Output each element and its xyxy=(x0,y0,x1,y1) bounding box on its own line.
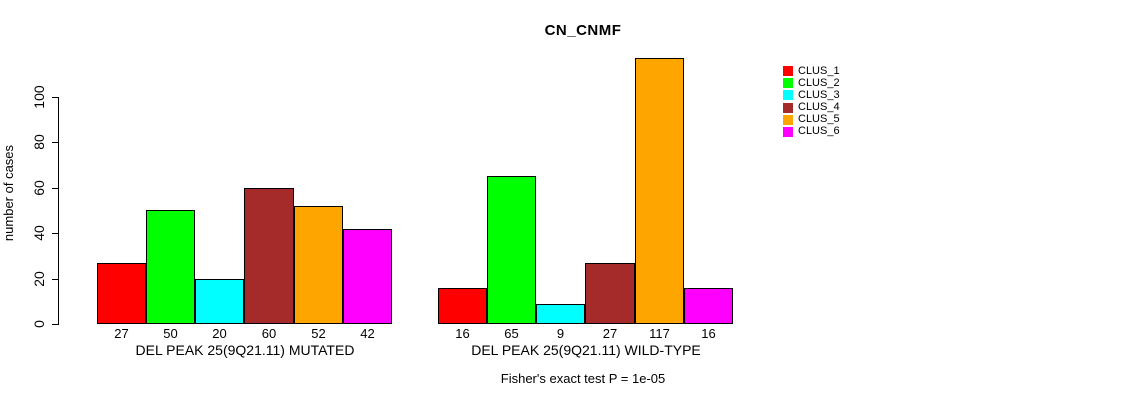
legend-swatch xyxy=(783,114,793,125)
bar-clus_5 xyxy=(635,58,684,324)
bar-clus_6 xyxy=(684,288,733,324)
y-axis-tick-label: 20 xyxy=(31,271,47,287)
bar-clus_1 xyxy=(438,288,487,324)
bar-clus_4 xyxy=(244,188,294,324)
bar-clus_5 xyxy=(294,206,343,324)
y-axis-tick-label: 100 xyxy=(31,85,47,109)
chart-title: CN_CNMF xyxy=(544,22,622,39)
legend-entry: CLUS_4 xyxy=(783,102,840,114)
bar-value-label: 9 xyxy=(556,326,565,341)
x-axis-group-label: DEL PEAK 25(9Q21.11) MUTATED xyxy=(135,342,355,358)
bar-value-label: 60 xyxy=(261,326,277,341)
bar-clus_6 xyxy=(343,229,392,324)
y-axis-tick xyxy=(52,233,58,234)
legend-label: CLUS_1 xyxy=(798,64,840,77)
legend-label: CLUS_6 xyxy=(798,125,840,138)
y-axis-label: number of cases xyxy=(1,144,16,242)
bar-value-label: 65 xyxy=(504,326,519,341)
bar-clus_3 xyxy=(195,279,244,324)
legend-swatch xyxy=(783,90,793,101)
y-axis-tick xyxy=(52,188,58,189)
bar-clus_3 xyxy=(536,304,585,324)
bar-value-label: 27 xyxy=(602,326,618,341)
bar-value-label: 52 xyxy=(311,326,326,341)
legend-entry: CLUS_6 xyxy=(783,126,840,138)
bar-clus_1 xyxy=(97,263,146,324)
y-axis-tick-label: 40 xyxy=(31,225,47,241)
y-axis-tick xyxy=(52,324,58,325)
y-axis-line xyxy=(58,97,59,325)
legend-label: CLUS_5 xyxy=(798,113,840,126)
bar-value-label: 16 xyxy=(701,326,716,341)
y-axis-tick xyxy=(52,142,58,143)
y-axis-tick-label: 80 xyxy=(31,134,47,150)
legend-entry: CLUS_1 xyxy=(783,65,840,77)
bar-clus_4 xyxy=(585,263,635,324)
stat-test-caption: Fisher's exact test P = 1e-05 xyxy=(500,371,666,386)
legend-swatch xyxy=(783,126,793,137)
legend-entry: CLUS_2 xyxy=(783,77,840,89)
legend-entry: CLUS_5 xyxy=(783,114,840,126)
legend-swatch xyxy=(783,66,793,76)
y-axis-tick-label: 60 xyxy=(31,180,47,196)
y-axis-tick xyxy=(52,279,58,280)
bar-value-label: 42 xyxy=(360,326,375,341)
legend-label: CLUS_4 xyxy=(798,101,840,113)
legend-swatch xyxy=(783,78,793,89)
x-axis-group-label: DEL PEAK 25(9Q21.11) WILD-TYPE xyxy=(471,342,701,358)
y-axis-tick xyxy=(52,97,58,98)
legend-swatch xyxy=(783,102,793,113)
bar-value-label: 16 xyxy=(455,326,470,341)
y-axis-tick-label: 0 xyxy=(31,320,47,328)
bar-clus_2 xyxy=(487,176,536,324)
bar-value-label: 20 xyxy=(212,326,227,341)
legend-entry: CLUS_3 xyxy=(783,89,840,101)
bar-value-label: 117 xyxy=(649,326,670,341)
bar-value-label: 50 xyxy=(163,326,178,341)
bar-value-label: 27 xyxy=(114,326,129,341)
bar-clus_2 xyxy=(146,210,195,324)
legend-label: CLUS_2 xyxy=(798,76,840,89)
legend-label: CLUS_3 xyxy=(798,88,840,101)
